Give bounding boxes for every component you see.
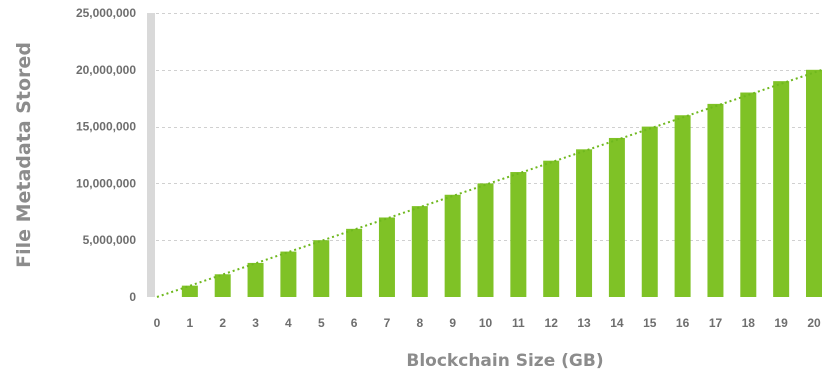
x-tick-label: 19 bbox=[774, 316, 788, 330]
bar-18 bbox=[740, 92, 757, 298]
x-tick-label: 14 bbox=[610, 316, 624, 330]
trendline bbox=[156, 68, 823, 298]
x-tick-label: 5 bbox=[318, 316, 325, 330]
x-tick-label: 12 bbox=[545, 316, 559, 330]
y-axis-line bbox=[147, 13, 155, 297]
bar-10 bbox=[477, 183, 494, 297]
x-tick-label: 3 bbox=[252, 316, 259, 330]
x-axis-label: Blockchain Size (GB) bbox=[406, 351, 603, 371]
y-tick-label: 25,000,000 bbox=[76, 6, 136, 20]
bar-2 bbox=[214, 274, 231, 297]
bar-13 bbox=[576, 149, 593, 297]
x-tick-label: 20 bbox=[807, 316, 821, 330]
bar-15 bbox=[641, 126, 658, 297]
x-tick-label: 16 bbox=[676, 316, 690, 330]
bar-6 bbox=[346, 228, 363, 297]
bar-17 bbox=[707, 103, 724, 297]
bar-8 bbox=[411, 206, 428, 297]
x-tick-label: 10 bbox=[479, 316, 493, 330]
x-tick-label: 18 bbox=[742, 316, 756, 330]
y-tick-label: 15,000,000 bbox=[76, 120, 136, 134]
bar-11 bbox=[510, 172, 527, 297]
bar-19 bbox=[773, 81, 790, 297]
bars bbox=[181, 69, 822, 298]
bar-3 bbox=[247, 262, 264, 297]
bar-14 bbox=[608, 137, 625, 297]
x-tick-label: 1 bbox=[186, 316, 193, 330]
y-tick-label: 5,000,000 bbox=[83, 233, 137, 247]
x-tick-label: 9 bbox=[449, 316, 456, 330]
x-tick-labels: 0 1 2 3 4 5 6 7 8 9 10 11 12 13 14 15 16 17 18 19 20 bbox=[154, 316, 821, 330]
y-tick-labels: 0 5,000,000 10,000,000 15,000,000 20,000,000… bbox=[76, 6, 136, 304]
bar-12 bbox=[543, 160, 560, 297]
y-tick-label: 10,000,000 bbox=[76, 176, 136, 190]
x-tick-label: 17 bbox=[709, 316, 723, 330]
x-tick-label: 11 bbox=[512, 316, 525, 330]
x-tick-label: 15 bbox=[643, 316, 657, 330]
x-tick-label: 2 bbox=[219, 316, 226, 330]
x-tick-label: 7 bbox=[384, 316, 391, 330]
bar-16 bbox=[674, 115, 691, 298]
x-tick-label: 6 bbox=[351, 316, 358, 330]
bar-7 bbox=[378, 217, 395, 297]
x-tick-label: 0 bbox=[154, 316, 161, 330]
bar-5 bbox=[313, 240, 330, 297]
bar-4 bbox=[280, 251, 297, 297]
bar-1 bbox=[181, 285, 198, 297]
x-tick-label: 13 bbox=[577, 316, 591, 330]
x-tick-label: 8 bbox=[416, 316, 423, 330]
y-tick-label: 20,000,000 bbox=[76, 63, 136, 77]
x-tick-label: 4 bbox=[285, 316, 292, 330]
bar-20 bbox=[806, 69, 822, 297]
y-tick-label: 0 bbox=[129, 290, 136, 304]
y-axis-label: File Metadata Stored bbox=[13, 42, 35, 268]
bar-9 bbox=[444, 194, 461, 297]
